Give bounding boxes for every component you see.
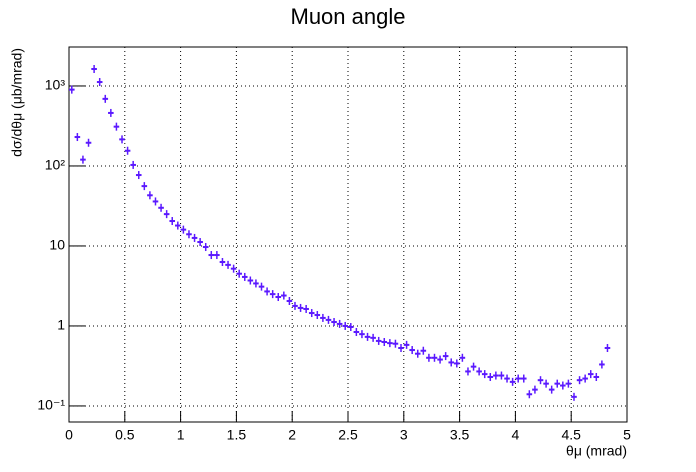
x-tick-label: 5 [623,427,631,443]
x-tick-label: 1.5 [227,427,247,443]
chart-title: Muon angle [291,4,406,29]
x-tick-label: 3.5 [450,427,470,443]
x-tick-label: 4.5 [561,427,581,443]
y-tick-label: 10 [49,237,65,253]
x-tick-label: 0 [65,427,73,443]
x-tick-label: 1 [177,427,185,443]
x-tick-label: 2 [288,427,296,443]
x-tick-label: 0.5 [115,427,135,443]
y-axis-label: dσ/dθμ (μb/mrad) [9,48,25,157]
x-tick-label: 3 [400,427,408,443]
y-tick-label: 1 [57,317,65,333]
x-tick-label: 2.5 [338,427,358,443]
x-tick-label: 4 [512,427,520,443]
y-tick-label: 10² [45,157,66,173]
x-axis-label: θμ (mrad) [566,443,627,459]
y-tick-label: 10³ [45,77,66,93]
y-tick-label: 10⁻¹ [37,397,65,413]
